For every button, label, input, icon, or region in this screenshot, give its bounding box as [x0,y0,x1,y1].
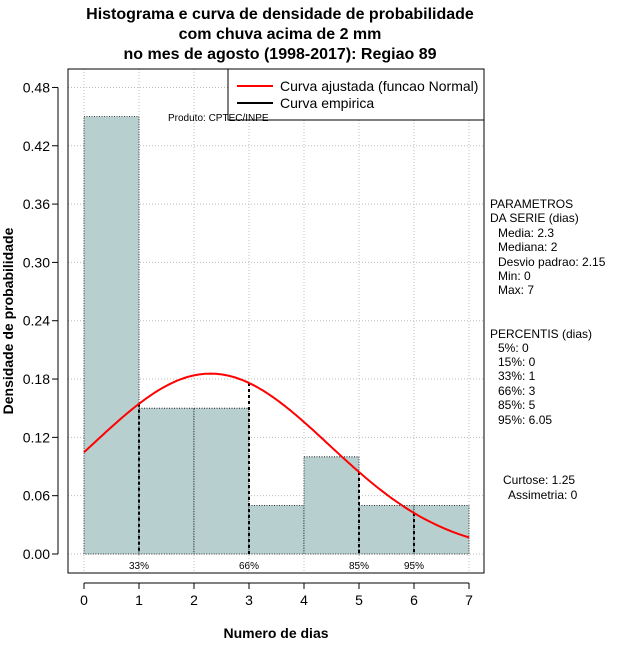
legend-frame [227,68,485,121]
pct-15: 15%: 0 [498,355,536,369]
histogram-bars [83,116,470,555]
histogram-bar-6 [413,504,470,555]
x-tick-label-0: 0 [80,592,88,608]
y-tick-label-4: 0.24 [23,313,50,329]
x-axis-label: Numero de dias [223,625,328,641]
legend-label-empirical: Curva empirica [280,95,374,111]
pct-5: 5%: 0 [498,341,529,355]
histogram-bar-4 [303,456,360,555]
kurtosis: Curtose: 1.25 [503,473,576,487]
y-tick-label-5: 0.30 [23,254,50,270]
y-tick-label-0: 0.00 [23,546,50,562]
legend-box: Curva ajustada (funcao Normal) Curva emp… [227,68,485,121]
pct-33: 33%: 1 [498,369,536,383]
pct-header: PERCENTIS (dias) [490,327,593,341]
param-min: Min: 0 [498,269,531,283]
y-tick-label-6: 0.36 [23,196,50,212]
pct-85: 85%: 5 [498,398,536,412]
credit-text: Produto: CPTEC/INPE [168,113,269,124]
percentile-label-2: 85% [349,561,369,572]
y-tick-label-1: 0.06 [23,488,50,504]
histogram-bar-5 [358,504,415,555]
x-tick-label-3: 3 [245,592,253,608]
histogram-bar-0 [83,116,140,555]
param-max: Max: 7 [498,283,535,297]
y-axis-label: Densidade de probabilidade [0,227,16,414]
chart-title-line-1: Histograma e curva de densidade de proba… [86,6,474,23]
x-tick-label-4: 4 [300,592,308,608]
y-tick-label-2: 0.12 [23,429,50,445]
chart-title-line-3: no mes de agosto (1998-2017): Regiao 89 [123,46,437,63]
param-mean: Media: 2.3 [498,226,555,240]
param-median: Mediana: 2 [498,240,558,254]
pct-95: 95%: 6.05 [498,413,553,427]
chart-title-line-2: com chuva acima de 2 mm [178,26,382,43]
pct-66: 66%: 3 [498,384,536,398]
percentile-markers: 33% 66% 85% 95% [129,382,424,572]
histogram-bar-2 [193,407,250,555]
skewness: Assimetria: 0 [508,488,578,502]
y-tick-label-3: 0.18 [23,371,50,387]
histogram-bar-3 [248,504,305,555]
normal-fit-curve [83,372,470,539]
param-sd: Desvio padrao: 2.15 [498,255,606,269]
histogram-bar-1 [138,407,195,555]
x-tick-label-7: 7 [465,592,473,608]
percentile-label-0: 33% [129,561,149,572]
x-tick-label-1: 1 [135,592,143,608]
legend-label-normal: Curva ajustada (funcao Normal) [280,78,478,94]
axes: 0 1 2 3 4 5 6 7 0.00 0.06 0.12 0.18 0.24 0.30 0.36 0.42… [23,79,473,608]
x-tick-label-5: 5 [355,592,363,608]
y-tick-label-7: 0.42 [23,138,50,154]
params-header-2: DA SERIE (dias) [490,211,579,225]
x-tick-label-6: 6 [410,592,418,608]
y-tick-label-8: 0.48 [23,79,50,95]
params-header-1: PARAMETROS [490,197,574,211]
percentile-label-1: 66% [239,561,259,572]
x-tick-label-2: 2 [190,592,198,608]
percentile-label-3: 95% [404,561,424,572]
